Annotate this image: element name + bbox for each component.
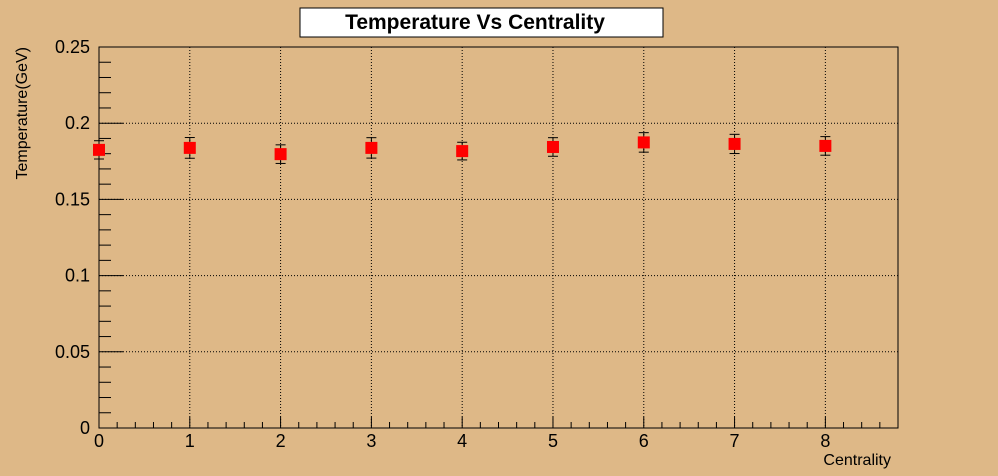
y-axis-label: Temperature(GeV) <box>14 47 31 180</box>
grid-lines <box>99 47 898 428</box>
y-tick-label: 0.15 <box>55 189 90 209</box>
y-tick-label: 0 <box>80 418 90 438</box>
data-point-marker <box>637 136 650 149</box>
x-tick-label: 6 <box>639 431 649 451</box>
x-tick-label: 7 <box>730 431 740 451</box>
x-tick-label: 0 <box>94 431 104 451</box>
data-point-marker <box>728 137 741 150</box>
y-tick-label: 0.1 <box>65 266 90 286</box>
x-tick-label: 8 <box>820 431 830 451</box>
data-point-marker <box>93 143 105 156</box>
y-tick-label: 0.25 <box>55 37 90 57</box>
x-tick-label: 2 <box>276 431 286 451</box>
data-point-marker <box>819 139 832 152</box>
x-tick-label: 1 <box>185 431 195 451</box>
data-point-marker <box>183 141 196 154</box>
y-tick-label: 0.2 <box>65 113 90 133</box>
data-point-marker <box>456 145 469 158</box>
y-tick-label: 0.05 <box>55 342 90 362</box>
data-point-marker <box>365 141 378 154</box>
data-point-marker <box>274 148 287 161</box>
x-axis-label: Centrality <box>823 452 891 469</box>
x-tick-label: 4 <box>457 431 467 451</box>
x-tick-label: 5 <box>548 431 558 451</box>
axis-tick-labels: 0 1 2 3 4 5 6 7 8 0 0.05 0.1 0.15 0.2 0.25 <box>55 37 830 451</box>
axis-ticks <box>98 46 899 429</box>
chart-title: Temperature Vs Centrality <box>345 11 605 34</box>
data-points <box>93 132 832 164</box>
title-box <box>299 7 664 38</box>
data-point-marker <box>546 140 559 153</box>
x-tick-label: 3 <box>366 431 376 451</box>
